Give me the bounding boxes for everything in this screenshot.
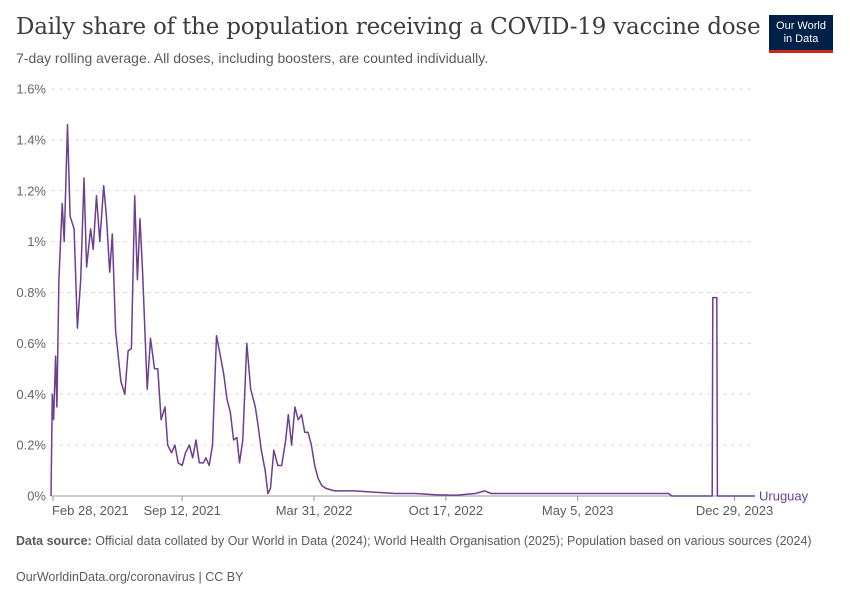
x-tick-label: Mar 31, 2022 bbox=[276, 503, 353, 518]
x-tick-label: Sep 12, 2021 bbox=[143, 503, 220, 518]
logo-line-1: Our World bbox=[776, 20, 826, 32]
series-label: Uruguay bbox=[759, 489, 809, 504]
y-tick-label: 1.6% bbox=[16, 82, 46, 97]
x-tick-label: Oct 17, 2022 bbox=[409, 503, 483, 518]
logo-line-2: in Data bbox=[783, 33, 819, 45]
series-line-uruguay bbox=[50, 123, 755, 497]
y-tick-label: 0% bbox=[27, 489, 46, 504]
y-tick-label: 1.2% bbox=[16, 183, 46, 198]
data-source-label: Data source: bbox=[16, 534, 92, 548]
x-tick-label: Dec 29, 2023 bbox=[696, 503, 773, 518]
credit-link[interactable]: OurWorldinData.org/coronavirus | CC BY bbox=[16, 570, 244, 584]
data-source-text: Official data collated by Our World in D… bbox=[95, 534, 812, 548]
x-tick-label: Feb 28, 2021 bbox=[52, 503, 129, 518]
y-axis-tick-labels: 0% 0.2% 0.4% 0.6% 0.8% 1% 1.2% 1.4% 1.6% bbox=[16, 82, 46, 504]
y-tick-label: 1% bbox=[27, 234, 46, 249]
y-tick-label: 0.4% bbox=[16, 387, 46, 402]
y-tick-label: 0.2% bbox=[16, 438, 46, 453]
y-tick-label: 0.6% bbox=[16, 336, 46, 351]
grid-layer bbox=[51, 88, 755, 497]
chart-subtitle: 7-day rolling average. All doses, includ… bbox=[16, 50, 489, 66]
chart-title: Daily share of the population receiving … bbox=[16, 14, 761, 40]
x-tick-label: May 5, 2023 bbox=[542, 503, 614, 518]
x-axis-tick-labels: Feb 28, 2021 Sep 12, 2021 Mar 31, 2022 Oct … bbox=[52, 496, 773, 518]
owid-logo[interactable]: Our World in Data bbox=[769, 15, 833, 53]
data-source-note: Data source: Official data collated by O… bbox=[16, 534, 816, 549]
y-tick-label: 1.4% bbox=[16, 132, 46, 147]
y-tick-label: 0.8% bbox=[16, 285, 46, 300]
series-layer: Uruguay bbox=[50, 123, 809, 504]
